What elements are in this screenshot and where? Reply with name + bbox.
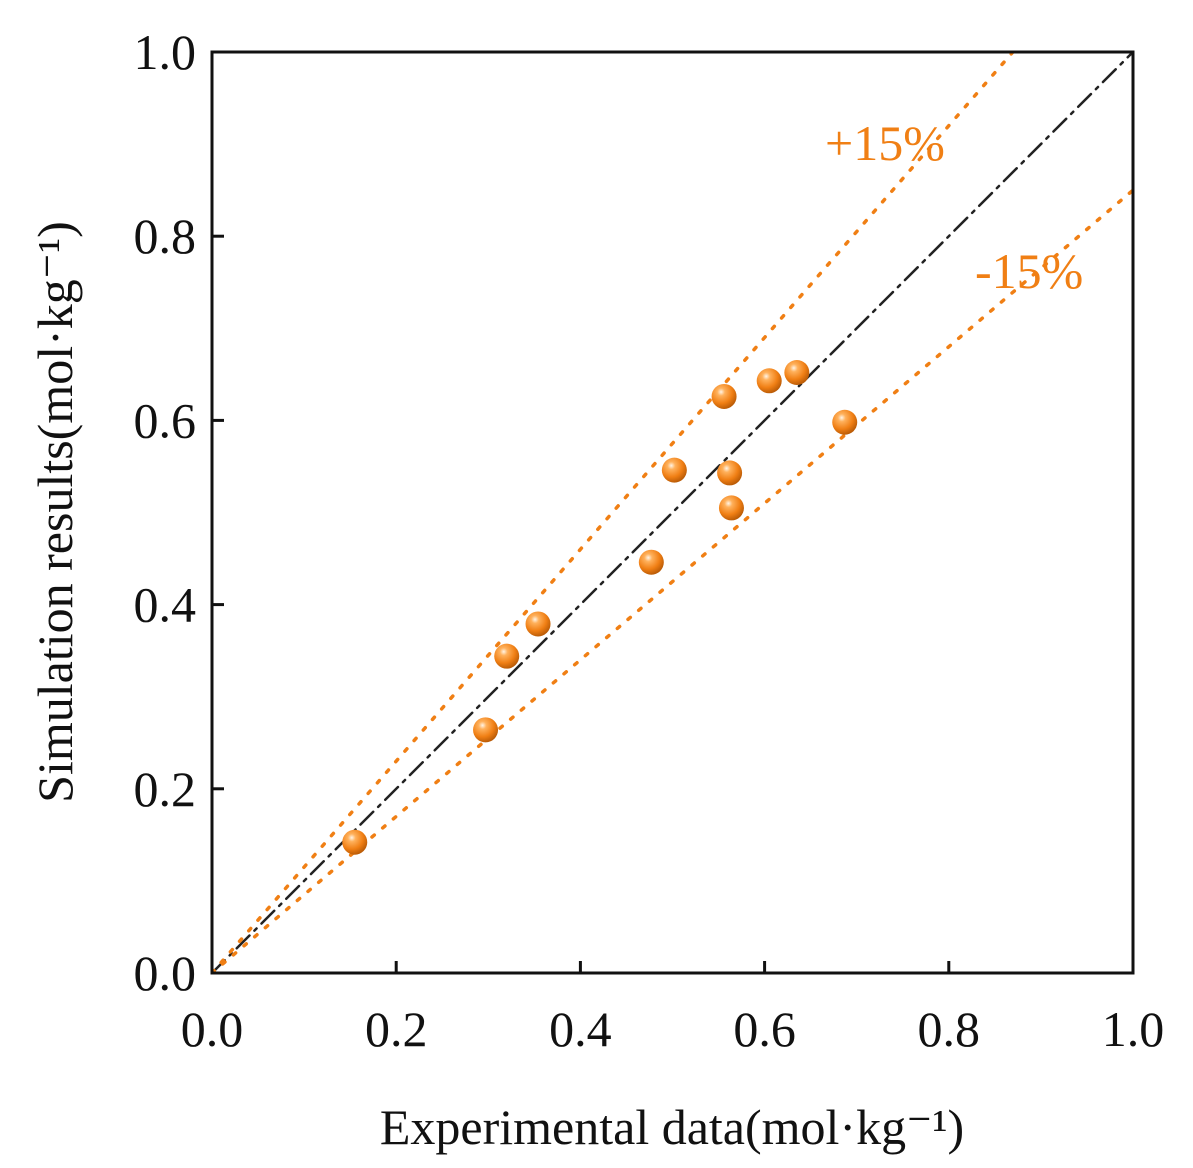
data-point (784, 360, 810, 386)
band-label-plus-15: +15% (825, 115, 945, 171)
data-point (832, 409, 858, 435)
band-labels: +15% -15% (825, 115, 1083, 299)
x-tick-label: 0.6 (733, 1001, 796, 1057)
data-point (525, 611, 551, 637)
y-tick-label: 0.0 (134, 945, 197, 1001)
y-tick-label: 0.8 (134, 208, 197, 264)
x-tick-label: 0.2 (365, 1001, 428, 1057)
data-point (661, 457, 687, 483)
data-point (717, 460, 743, 486)
x-tick-label: 0.4 (549, 1001, 612, 1057)
reference-line-identity (212, 52, 1133, 973)
y-tick-label: 0.2 (134, 761, 197, 817)
data-point (756, 368, 782, 394)
axis-ticks: 0.0 0.2 0.4 0.6 0.8 1.0 0.0 0.2 0.4 0.6 0.8 1.0 (134, 24, 1165, 1057)
data-points (342, 360, 858, 855)
reference-line-plus-15 (212, 52, 1015, 973)
data-point (711, 383, 737, 409)
data-point (718, 495, 744, 521)
reference-lines (212, 52, 1133, 973)
x-tick-label: 0.8 (918, 1001, 981, 1057)
y-axis-title: Simulation results(mol·kg⁻¹) (27, 221, 83, 803)
x-tick-label: 1.0 (1102, 1001, 1165, 1057)
x-axis-title: Experimental data(mol·kg⁻¹) (380, 1099, 964, 1155)
x-tick-label: 0.0 (181, 1001, 244, 1057)
band-label-minus-15: -15% (975, 243, 1083, 299)
y-tick-label: 0.4 (134, 577, 197, 633)
data-point (342, 829, 368, 855)
y-tick-label: 1.0 (134, 24, 197, 80)
data-point (473, 717, 499, 743)
plot-frame (210, 50, 1135, 975)
data-point (494, 643, 520, 669)
reference-line-minus-15 (212, 188, 1133, 973)
data-point (638, 549, 664, 575)
y-tick-label: 0.6 (134, 392, 197, 448)
